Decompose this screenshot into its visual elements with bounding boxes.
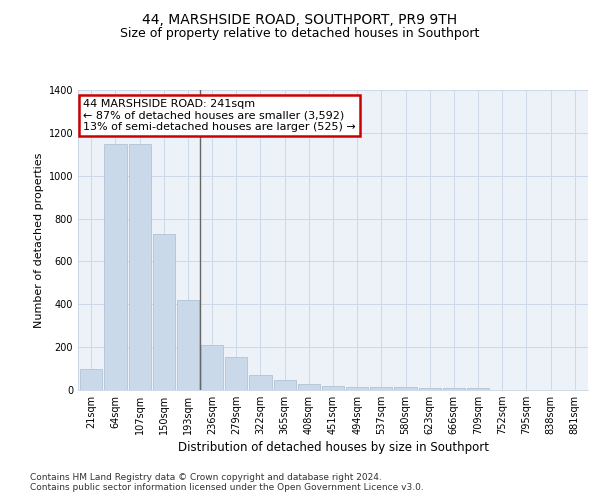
Text: Contains public sector information licensed under the Open Government Licence v3: Contains public sector information licen…	[30, 484, 424, 492]
Bar	[152, 234, 175, 390]
Y-axis label: Number of detached properties: Number of detached properties	[34, 152, 44, 328]
Text: Size of property relative to detached houses in Southport: Size of property relative to detached ho…	[121, 28, 479, 40]
Bar	[201, 345, 223, 390]
X-axis label: Distribution of detached houses by size in Southport: Distribution of detached houses by size …	[178, 442, 488, 454]
Text: 44 MARSHSIDE ROAD: 241sqm
← 87% of detached houses are smaller (3,592)
13% of se: 44 MARSHSIDE ROAD: 241sqm ← 87% of detac…	[83, 99, 356, 132]
Bar	[128, 144, 151, 390]
Bar	[443, 388, 465, 390]
Bar	[250, 375, 272, 390]
Bar	[80, 368, 103, 390]
Bar	[370, 387, 392, 390]
Text: 44, MARSHSIDE ROAD, SOUTHPORT, PR9 9TH: 44, MARSHSIDE ROAD, SOUTHPORT, PR9 9TH	[142, 12, 458, 26]
Bar	[394, 388, 416, 390]
Bar	[346, 387, 368, 390]
Bar	[467, 388, 489, 390]
Bar	[177, 300, 199, 390]
Bar	[419, 388, 441, 390]
Bar	[298, 384, 320, 390]
Bar	[274, 380, 296, 390]
Bar	[225, 357, 247, 390]
Text: Contains HM Land Registry data © Crown copyright and database right 2024.: Contains HM Land Registry data © Crown c…	[30, 474, 382, 482]
Bar	[322, 386, 344, 390]
Bar	[104, 144, 127, 390]
